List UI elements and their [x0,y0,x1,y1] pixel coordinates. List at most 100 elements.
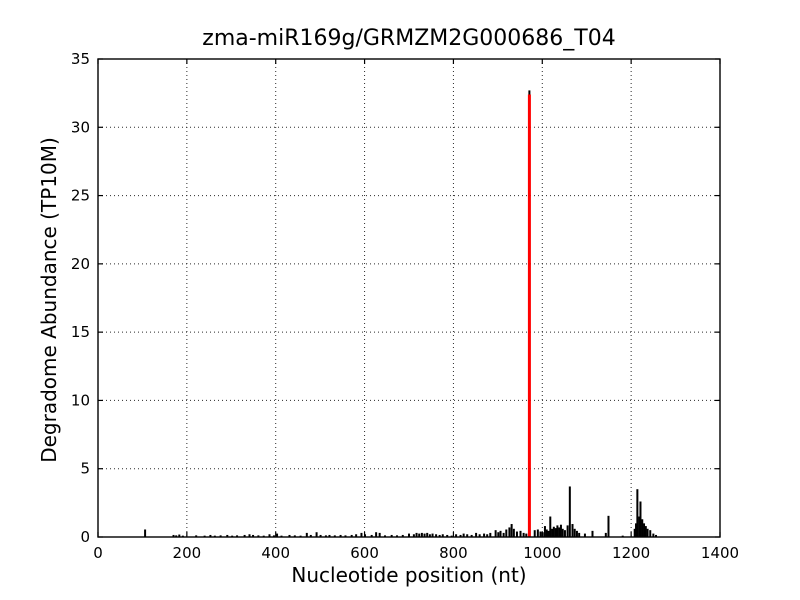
degradome-bar [305,532,308,537]
peak-red-bar [527,94,531,537]
degradome-bar [309,534,312,537]
degradome-bar [446,534,449,537]
degradome-bar [288,534,291,537]
degradome-bar [420,532,423,537]
y-tick-label: 10 [71,391,90,409]
degradome-bar [556,525,559,537]
degradome-bar [643,523,646,537]
degradome-bar [499,530,502,537]
degradome-bar [525,533,528,537]
degradome-bar [415,532,418,537]
degradome-bar [319,534,322,537]
degradome-bar [248,534,251,537]
degradome-bar [554,528,557,537]
y-tick-label: 5 [80,460,90,478]
degradome-bar [571,524,574,537]
degradome-bar [209,534,212,537]
degradome-bar [533,530,536,537]
degradome-bar [508,527,511,537]
degradome-bar [236,535,239,537]
x-tick-label: 200 [173,544,202,562]
degradome-bar [178,534,181,537]
degradome-bar [252,534,255,537]
y-tick-label: 30 [71,118,90,136]
degradome-bar [478,534,481,537]
degradome-bar [428,534,431,537]
degradome-bar [328,534,331,537]
degradome-bar [483,533,486,537]
degradome-bar [551,528,554,537]
degradome-bar [536,529,539,537]
degradome-bar [497,532,500,537]
degradome-bar [324,535,327,537]
grid-lines [98,59,720,537]
degradome-bar [552,526,555,537]
degradome-bar [559,524,562,537]
degradome-bar [315,532,318,537]
x-tick-label: 0 [93,544,103,562]
degradome-bar [502,532,505,537]
degradome-bar [633,528,636,537]
degradome-bar [459,534,462,537]
degradome-bar [408,533,410,537]
degradome-bar [652,533,655,537]
degradome-bar [426,532,429,537]
degradome-bar [276,533,279,537]
degradome-bar [522,532,525,537]
axes-border [97,58,721,538]
degradome-bar [510,524,513,537]
degradome-bar [438,534,441,537]
degradome-bars [144,486,658,537]
degradome-bar [558,527,561,537]
degradome-bar [547,530,550,537]
y-tick-label: 35 [71,50,90,68]
degradome-bar [272,535,275,537]
degradome-bar [219,535,222,537]
y-tick-label: 20 [71,255,90,273]
degradome-bar [375,532,378,537]
degradome-bar [257,535,260,537]
degradome-bar [568,486,571,537]
degradome-bar [339,534,342,537]
degradome-bar [293,535,296,537]
degradome-bar [561,528,564,537]
degradome-bar [390,534,393,537]
degradome-bar [575,530,578,537]
y-tick-label: 15 [71,323,90,341]
degradome-bar [333,535,336,537]
degradome-bar [350,534,353,537]
degradome-bar [412,534,415,537]
degradome-bar [486,534,489,537]
degradome-bar [423,533,426,537]
degradome-bar [360,532,363,537]
x-axis-label: Nucleotide position (nt) [291,563,527,587]
degradome-bar [455,534,458,537]
degradome-bar [243,534,246,537]
degradome-bar [370,534,373,537]
degradome-bar [635,523,638,537]
x-tick-label: 1200 [612,544,650,562]
y-tick-label: 0 [80,528,90,546]
degradome-bar [268,534,271,537]
degradome-bar [401,534,404,537]
degradome-bar [539,531,542,537]
degradome-bar [441,534,444,537]
degradome-bar [649,530,652,537]
degradome-bar [512,528,515,537]
degradome-bar [195,535,198,537]
degradome-bar [435,534,438,537]
degradome-bar [355,534,358,537]
degradome-bar [566,525,569,537]
degradome-bar [466,534,469,537]
degradome-bar [644,526,647,537]
degradome-bar [638,516,641,537]
degradome-bar [515,531,518,537]
degradome-bar [636,489,639,537]
degradome-bar [144,529,147,537]
degradome-bar [378,532,381,537]
degradome-bar [563,530,566,537]
degradome-bar [462,533,465,537]
degradome-bar [639,501,642,537]
degradome-bar [475,532,478,537]
